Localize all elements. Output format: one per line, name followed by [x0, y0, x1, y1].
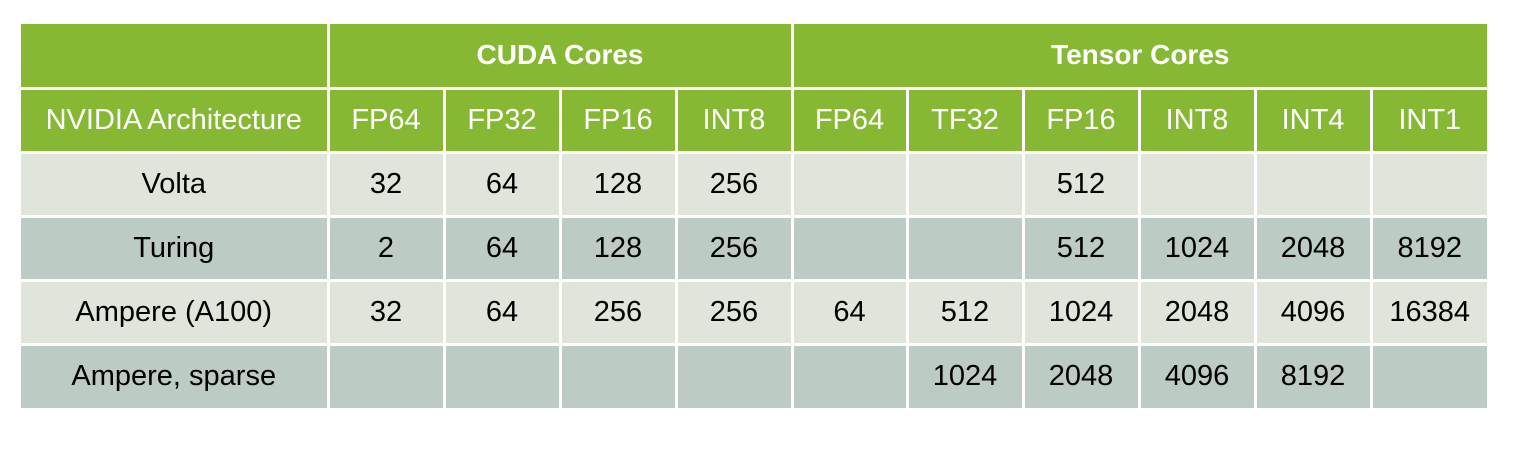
row-label-cell: Ampere (A100): [21, 278, 330, 346]
table-cell: 2048: [1253, 214, 1373, 282]
table-cell: 8192: [1253, 342, 1373, 408]
table-cell: 64: [442, 278, 562, 346]
table-cell: 1024: [1137, 214, 1257, 282]
table-cell: 1024: [905, 342, 1025, 408]
table-cell: [674, 342, 794, 408]
table-cell: 16384: [1369, 278, 1488, 346]
row-label-cell: Volta: [21, 150, 330, 218]
column-header-architecture: NVIDIA Architecture: [21, 86, 330, 154]
table-cell: 64: [442, 214, 562, 282]
table-cell: [558, 342, 678, 408]
column-header-tensor-int8: INT8: [1137, 86, 1257, 154]
table-cell: 512: [1021, 214, 1141, 282]
table-cell: 2: [326, 214, 446, 282]
table-cell: 64: [790, 278, 909, 346]
column-header-row: NVIDIA Architecture FP64 FP32 FP16 INT8 …: [21, 86, 1488, 154]
table-cell: [1369, 342, 1488, 408]
table-cell: [442, 342, 562, 408]
table-cell: 512: [905, 278, 1025, 346]
column-header-tensor-int4: INT4: [1253, 86, 1373, 154]
table-cell: 256: [674, 150, 794, 218]
column-header-cuda-fp64: FP64: [326, 86, 446, 154]
table-cell: 256: [674, 278, 794, 346]
column-header-cuda-fp32: FP32: [442, 86, 562, 154]
row-label-cell: Ampere, sparse: [21, 342, 330, 408]
table-cell: 32: [326, 150, 446, 218]
table-cell: 2048: [1137, 278, 1257, 346]
table-cell: 64: [442, 150, 562, 218]
table-cell: [790, 214, 909, 282]
table-cell: 8192: [1369, 214, 1488, 282]
column-header-cuda-int8: INT8: [674, 86, 794, 154]
table-cell: 1024: [1021, 278, 1141, 346]
table-cell: [790, 342, 909, 408]
table-cell: 2048: [1021, 342, 1141, 408]
table-cell: 256: [674, 214, 794, 282]
table-cell: 4096: [1137, 342, 1257, 408]
table-cell: [1253, 150, 1373, 218]
table-row-ampere-a100: Ampere (A100) 32 64 256 256 64 512 1024 …: [21, 278, 1488, 346]
table-cell: 512: [1021, 150, 1141, 218]
table-cell: 32: [326, 278, 446, 346]
cores-comparison-table: CUDA Cores Tensor Cores NVIDIA Architect…: [21, 24, 1488, 408]
cuda-cores-group-header: CUDA Cores: [326, 24, 794, 90]
table-cell: 256: [558, 278, 678, 346]
table-cell: [1137, 150, 1257, 218]
corner-header-cell: [21, 24, 330, 90]
row-label-cell: Turing: [21, 214, 330, 282]
column-header-tensor-int1: INT1: [1369, 86, 1488, 154]
tensor-cores-group-header: Tensor Cores: [790, 24, 1488, 90]
table-cell: 128: [558, 150, 678, 218]
table-cell: [1369, 150, 1488, 218]
column-header-tensor-fp16: FP16: [1021, 86, 1141, 154]
table-row-turing: Turing 2 64 128 256 512 1024 2048 8192: [21, 214, 1488, 282]
table-cell: [790, 150, 909, 218]
column-header-tensor-tf32: TF32: [905, 86, 1025, 154]
table-cell: [905, 150, 1025, 218]
table-row-ampere-sparse: Ampere, sparse 1024 2048 4096 8192: [21, 342, 1488, 408]
table-cell: [905, 214, 1025, 282]
table-cell: [326, 342, 446, 408]
group-header-row: CUDA Cores Tensor Cores: [21, 24, 1488, 90]
table-row-volta: Volta 32 64 128 256 512: [21, 150, 1488, 218]
column-header-tensor-fp64: FP64: [790, 86, 909, 154]
column-header-cuda-fp16: FP16: [558, 86, 678, 154]
table-cell: 128: [558, 214, 678, 282]
table-cell: 4096: [1253, 278, 1373, 346]
